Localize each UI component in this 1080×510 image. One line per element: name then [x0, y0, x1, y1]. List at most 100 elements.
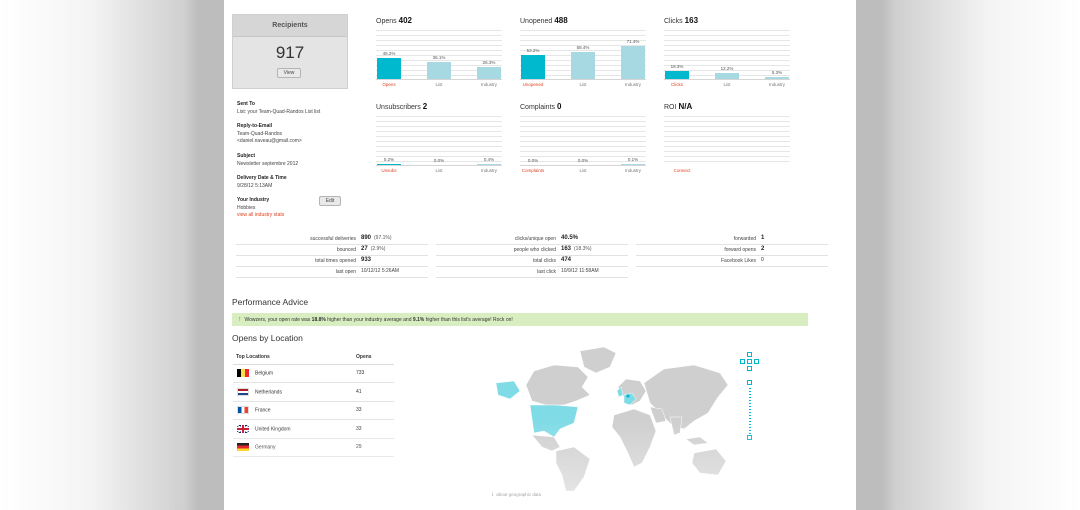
zoom-slider[interactable] — [749, 388, 751, 434]
metric-row: people who clicked 163 (18.3%) — [436, 245, 628, 256]
country-name: France — [255, 407, 271, 414]
australia-shape[interactable] — [691, 448, 727, 476]
south-america-shape[interactable] — [555, 446, 591, 492]
india-shape[interactable] — [669, 416, 683, 436]
bar[interactable] — [765, 76, 789, 79]
bar[interactable] — [521, 54, 545, 79]
pan-down-icon[interactable] — [747, 366, 752, 371]
country-name: United Kingdom — [255, 426, 291, 433]
metric-label: forward opens — [724, 247, 756, 253]
metric-value: 2 — [761, 246, 765, 252]
bar[interactable] — [477, 164, 501, 165]
chart-baseline — [520, 79, 646, 80]
locations-table: Top Locations Opens Belgium 733 Netherla… — [233, 350, 394, 457]
bar-percent: 53.2% — [526, 47, 540, 53]
bar-label[interactable]: Opens — [382, 82, 396, 87]
metric-value: 933 — [361, 257, 372, 263]
metric-label: people who clicked — [513, 247, 556, 253]
bar[interactable] — [621, 46, 645, 79]
chart-grid — [376, 116, 502, 166]
zoom-out-icon[interactable] — [747, 435, 752, 440]
world-map[interactable] — [494, 343, 734, 493]
metric-row: bounced 27 (2.9%) — [236, 245, 428, 256]
bar-percent: 12.2% — [720, 66, 734, 72]
pan-left-icon[interactable] — [740, 359, 745, 364]
metric-value-group: 474 — [561, 257, 571, 263]
metric-value-group: 27 (2.9%) — [361, 246, 385, 252]
bar-label: Industry — [480, 168, 497, 173]
table-row: Netherlands 41 — [233, 382, 394, 402]
bar[interactable] — [665, 70, 689, 79]
metric-value: 40.5% — [561, 235, 579, 241]
pan-reset-icon[interactable] — [747, 359, 752, 364]
metric-value-group: 10/12/12 5:26AM — [361, 268, 399, 274]
bar-percent: 0.4% — [483, 157, 495, 162]
bar[interactable] — [571, 52, 595, 79]
bar[interactable] — [377, 164, 401, 165]
industry-value: Hobbies — [237, 204, 256, 211]
canada-shape[interactable] — [525, 364, 591, 406]
pan-right-icon[interactable] — [754, 359, 759, 364]
bar[interactable] — [427, 62, 451, 79]
stat-value: 2 — [422, 102, 428, 111]
metric-label: successful deliveries — [310, 236, 356, 242]
geographic-data-link[interactable]: i about geographic data — [492, 492, 541, 497]
bar-label: List — [723, 82, 731, 87]
bar-label: Industry — [624, 168, 641, 173]
belgium-marker[interactable] — [626, 394, 630, 398]
opens-count: 29 — [356, 438, 394, 457]
opens-count: 41 — [356, 382, 394, 402]
zoom-in-icon[interactable] — [747, 380, 752, 385]
bar[interactable] — [377, 58, 401, 79]
bar-label[interactable]: Unopened — [522, 82, 544, 87]
metric-percent: (2.9%) — [370, 246, 386, 252]
pan-up-icon[interactable] — [747, 352, 752, 357]
bar-percent: 71.4% — [626, 39, 640, 45]
opens-count: 733 — [356, 364, 394, 383]
metric-value-group: 0 — [761, 257, 764, 263]
metric-value-group: 40.5% — [561, 235, 578, 241]
chart-baseline — [376, 79, 502, 80]
bar-label: List — [435, 82, 443, 87]
bar-percent: 18.3% — [670, 63, 684, 69]
reply-block: Reply-to-Email Team-Quad-Randos <daniel.… — [237, 123, 347, 146]
indonesia-shape[interactable] — [685, 436, 709, 446]
page-frame: Recipients 917 View Sent To List: your T… — [198, 0, 882, 510]
stat-label: Unsubscribers — [376, 104, 421, 111]
metric-row: last click 10/9/12 11:58AM — [436, 267, 628, 278]
metric-value-group: 10/9/12 11:58AM — [561, 268, 599, 274]
bar[interactable] — [477, 66, 501, 79]
bar-label[interactable]: Complaints — [521, 168, 545, 173]
stat-chart-clicks: Clicks 163 18.3% Clicks 12.2% List 5.3% Industr… — [664, 16, 790, 100]
recipients-count: 917 — [275, 43, 305, 62]
map-zoom-controls — [740, 352, 764, 444]
metric-value: 10/12/12 5:26AM — [361, 268, 400, 274]
stat-label: Opens — [376, 18, 397, 25]
bar-percent: 0.0% — [433, 158, 445, 163]
metric-value-group: 163 (18.3%) — [561, 246, 592, 252]
metric-row: total times opened 933 — [236, 256, 428, 267]
bar-label: List — [579, 168, 587, 173]
metric-value-group: 2 — [761, 246, 764, 252]
edit-button[interactable]: Edit — [319, 196, 341, 206]
stat-label: Unopened — [520, 18, 553, 25]
industry-label: Your Industry — [237, 197, 270, 203]
stat-value: 402 — [398, 16, 412, 25]
bar-label[interactable]: Unsubs — [381, 168, 397, 173]
usa-shape[interactable] — [529, 404, 579, 438]
stat-title: Clicks 163 — [664, 16, 790, 26]
industry-block: Your Industry Hobbies view all industry … — [237, 197, 347, 220]
bar-label: List — [435, 168, 443, 173]
bar[interactable] — [621, 164, 645, 165]
alaska-shape[interactable] — [495, 380, 521, 400]
mexico-shape[interactable] — [531, 434, 561, 452]
industry-stats-link[interactable]: view all industry stats — [237, 212, 285, 218]
metric-label: last open — [335, 269, 356, 275]
bar-label[interactable]: Clicks — [671, 82, 683, 87]
bar[interactable] — [715, 73, 739, 79]
chart-grid — [664, 116, 790, 166]
africa-shape[interactable] — [611, 408, 657, 468]
uk-shape[interactable] — [616, 386, 624, 398]
connect-link[interactable]: Connect — [673, 168, 691, 173]
view-button[interactable]: View — [277, 68, 301, 78]
